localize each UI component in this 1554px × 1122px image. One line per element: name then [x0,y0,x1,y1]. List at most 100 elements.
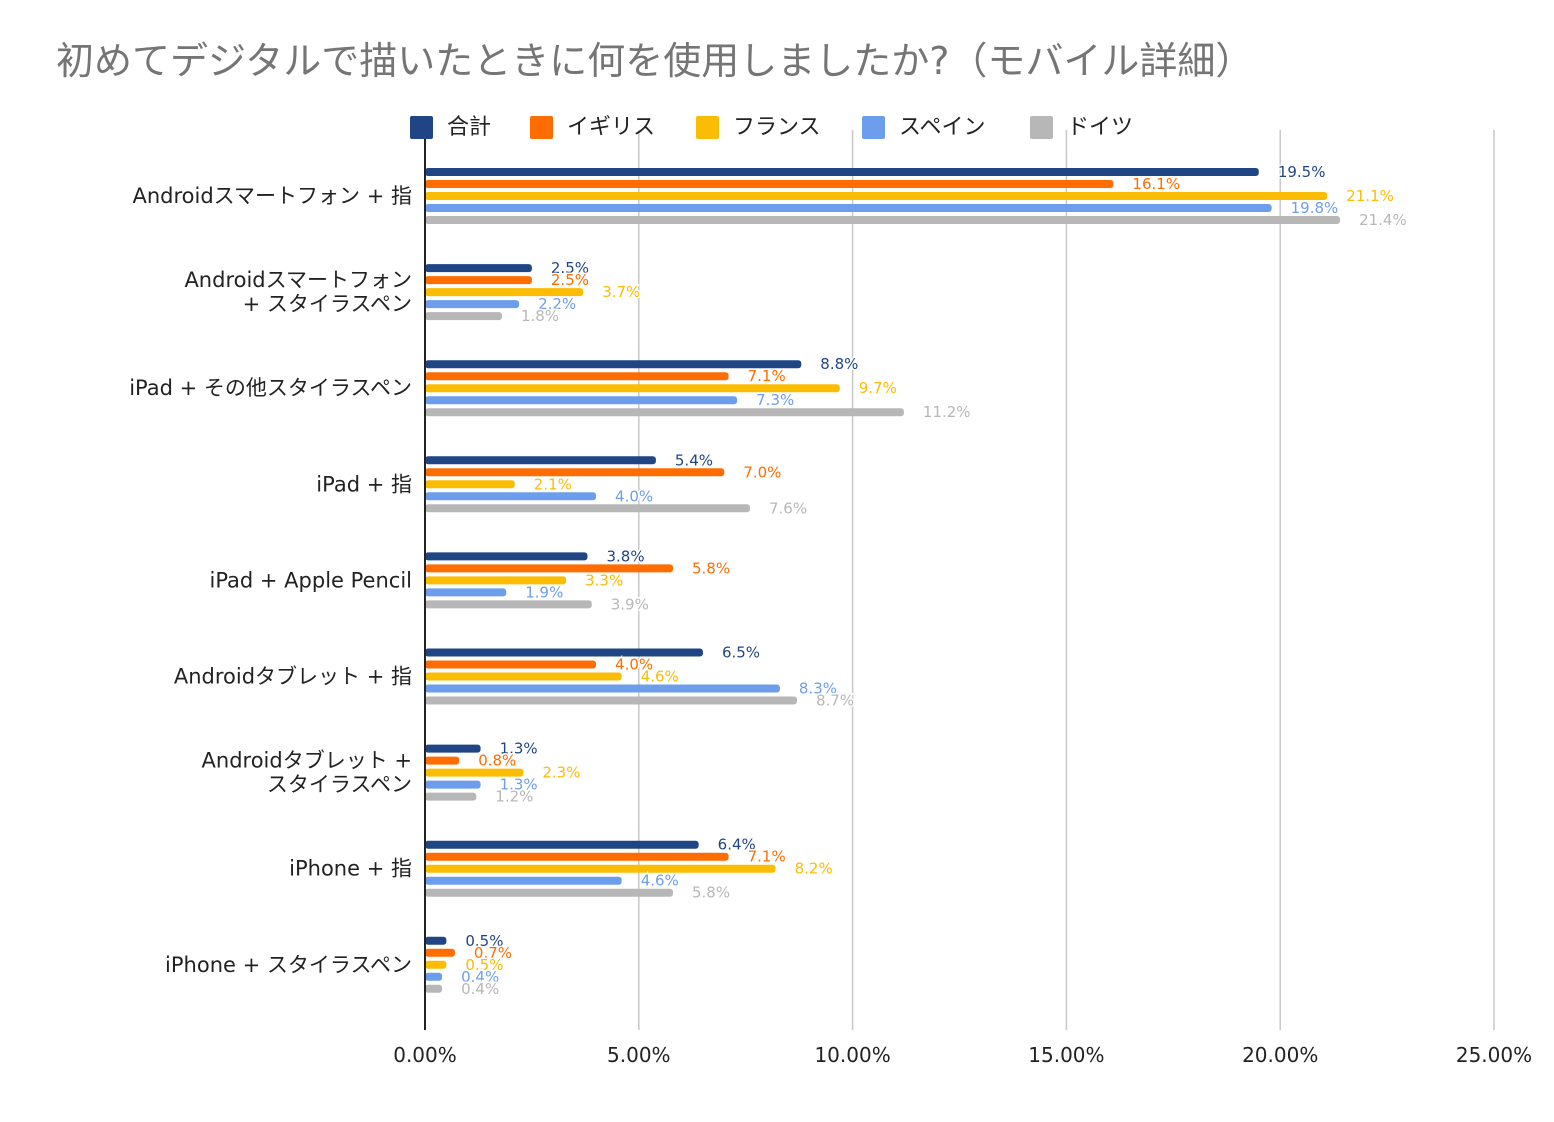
legend-swatch [530,116,553,139]
legend-label: フランス [733,115,821,140]
category-label-line: Androidタブレット + [202,749,412,773]
bar [425,840,699,849]
data-label: 1.8% [521,307,559,325]
legend-label: 合計 [447,115,491,140]
data-label: 9.7% [859,379,897,397]
data-label: 7.0% [743,463,781,481]
bar [425,948,455,957]
data-label: 6.5% [722,644,760,662]
legend-label: スペイン [899,115,985,140]
data-label: 16.1% [1132,175,1180,193]
data-label: 0.4% [461,980,499,998]
bar [425,264,532,273]
bar [425,576,567,585]
data-label: 0.5% [465,932,503,950]
bar [425,396,738,405]
data-label: 2.3% [542,764,580,782]
category-label-line: iPhone + スタイラスペン [165,953,412,977]
category-label: iPad + その他スタイラスペン [129,376,412,400]
category-label-line: Androidスマートフォン [184,268,412,292]
data-label: 2.2% [538,295,576,313]
bar [425,972,443,981]
bar [425,456,656,465]
data-label: 21.1% [1346,187,1394,205]
x-tick-label: 0.00% [393,1043,457,1067]
legend-swatch [1030,116,1053,139]
data-label: 8.3% [799,680,837,698]
data-label: 0.8% [478,752,516,770]
bar [425,792,477,801]
data-label: 2.1% [534,475,572,493]
category-label-line: Androidスマートフォン + 指 [132,184,412,208]
bar [425,384,840,393]
x-tick-label: 5.00% [607,1043,671,1067]
bar [425,876,622,885]
bar [425,360,802,369]
data-label: 1.3% [500,776,538,794]
data-label: 4.6% [641,668,679,686]
bar [425,300,520,309]
bar [425,504,750,513]
data-label: 4.0% [615,487,653,505]
bar [425,180,1114,188]
data-label: 0.4% [461,968,499,986]
category-label-line: iPad + その他スタイラスペン [129,376,412,400]
category-label-line: Androidタブレット + 指 [174,665,412,689]
category-label: Androidタブレット +スタイラスペン [202,749,412,797]
data-label: 0.7% [474,944,512,962]
data-label: 1.3% [500,740,538,758]
category-label: iPad + 指 [316,472,412,496]
bar [425,288,584,297]
bar [425,564,674,573]
x-tick-label: 10.00% [814,1043,890,1067]
bar [425,312,502,321]
data-label: 8.2% [795,860,833,878]
category-label-line: iPad + 指 [316,472,412,496]
category-label-line: iPad + Apple Pencil [209,568,412,592]
data-label: 3.9% [611,595,649,613]
data-label: 7.3% [756,391,794,409]
data-label: 1.2% [495,788,533,806]
bar [425,216,1341,224]
data-label: 0.5% [465,956,503,974]
chart-title: 初めてデジタルで描いたときに何を使用しましたか?（モバイル詳細） [56,39,1254,83]
legend-label: ドイツ [1067,115,1133,140]
data-label: 8.8% [820,355,858,373]
data-label: 2.5% [551,259,589,277]
bar [425,660,597,669]
data-label: 3.3% [585,571,623,589]
bar [425,492,597,501]
legend-swatch [410,116,433,139]
bar [425,684,780,693]
x-tick-label: 20.00% [1242,1043,1318,1067]
x-tick-label: 25.00% [1456,1043,1532,1067]
bar [425,192,1328,200]
data-label: 19.5% [1278,163,1326,181]
bar [425,372,729,381]
bar [425,756,460,765]
category-label: Androidスマートフォン + 指 [132,184,412,208]
bar [425,888,674,897]
bar [425,960,447,969]
bar [425,864,776,873]
bar [425,648,703,657]
category-label: Androidスマートフォン+ スタイラスペン [184,268,412,316]
data-label: 19.8% [1291,199,1339,217]
bar [425,744,481,753]
legend-swatch [696,116,719,139]
bar [425,276,532,285]
bar [425,480,515,489]
category-label-line: iPhone + 指 [289,857,412,881]
data-label: 8.7% [816,692,854,710]
data-label: 5.8% [692,884,730,902]
category-label-line: + スタイラスペン [243,292,412,316]
category-label: iPhone + スタイラスペン [165,953,412,977]
bar [425,600,592,609]
data-label: 7.6% [769,499,807,517]
data-label: 21.4% [1359,211,1407,229]
bar [425,168,1259,176]
data-label: 11.2% [923,403,971,421]
bar [425,984,443,993]
